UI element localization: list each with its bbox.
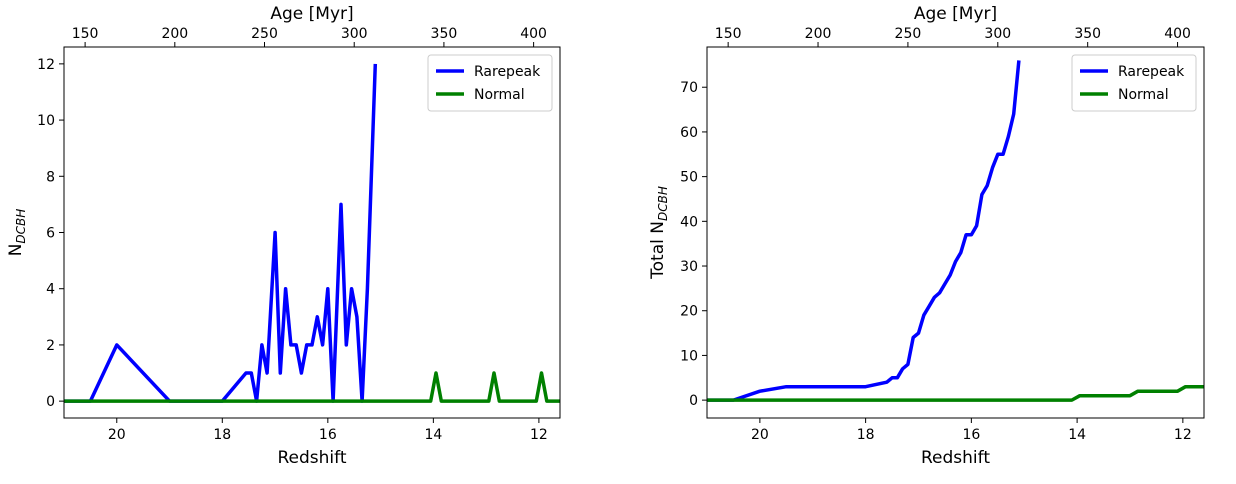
top-axis-title: Age [Myr]: [914, 4, 997, 24]
top-tick-label: 250: [251, 26, 278, 42]
legend-label-rarepeak: Rarepeak: [474, 64, 541, 80]
top-axis-title: Age [Myr]: [270, 4, 353, 24]
x-tick-label: 20: [751, 427, 769, 443]
top-tick-label: 350: [431, 26, 458, 42]
y-axis-title: NDCBH: [6, 209, 28, 257]
top-tick-label: 150: [72, 26, 99, 42]
series-line-rarepeak: [64, 63, 378, 403]
top-tick-label: 400: [1164, 26, 1191, 42]
y-tick-label: 0: [46, 394, 55, 410]
legend: Rarepeak Normal: [1071, 54, 1197, 112]
x-tick-label: 14: [424, 427, 442, 443]
top-tick-label: 200: [805, 26, 832, 42]
top-tick-label: 350: [1074, 26, 1101, 42]
y-tick-label: 0: [689, 393, 698, 409]
y-tick-label: 20: [680, 304, 698, 320]
y-axis-title-subscript: DCBH: [14, 209, 28, 244]
legend-label-normal: Normal: [474, 87, 525, 103]
x-tick-label: 12: [530, 427, 548, 443]
y-tick-label: 4: [46, 282, 55, 298]
legend-label-rarepeak: Rarepeak: [1118, 64, 1185, 80]
legend-box: [1071, 54, 1197, 112]
y-axis-title: Total NDCBH: [648, 186, 670, 280]
plot-frame: [706, 46, 1205, 419]
legend: Rarepeak Normal: [427, 54, 553, 112]
top-tick-label: 250: [895, 26, 922, 42]
y-tick-label: 2: [46, 338, 55, 354]
y-axis-title-main: N: [6, 244, 26, 257]
x-tick-label: 14: [1068, 427, 1086, 443]
series-line-normal: [64, 371, 560, 403]
y-tick-label: 12: [37, 57, 55, 73]
y-tick-label: 50: [680, 170, 698, 186]
y-tick-label: 6: [46, 226, 55, 242]
top-tick-label: 300: [341, 26, 368, 42]
top-tick-label: 200: [161, 26, 188, 42]
y-tick-label: 60: [680, 125, 698, 141]
x-tick-label: 18: [857, 427, 875, 443]
y-tick-label: 8: [46, 169, 55, 185]
series-line-normal: [707, 384, 1204, 402]
x-tick-label: 16: [319, 427, 337, 443]
x-tick-label: 18: [213, 427, 231, 443]
y-tick-label: 10: [37, 113, 55, 129]
y-axis-title-subscript: DCBH: [656, 186, 670, 221]
y-axis-title-main: Total N: [648, 221, 668, 280]
legend-label-normal: Normal: [1118, 87, 1169, 103]
y-tick-label: 70: [680, 80, 698, 96]
top-tick-label: 300: [984, 26, 1011, 42]
chart-panel-2: 20 18 16 14 12 0 10 20 30 40 50 60 70 150 200 250 300 350…: [648, 4, 1205, 468]
x-axis-title: Redshift: [277, 448, 346, 468]
y-tick-label: 40: [680, 214, 698, 230]
y-tick-label: 30: [680, 259, 698, 275]
y-tick-label: 10: [680, 348, 698, 364]
top-tick-label: 400: [520, 26, 547, 42]
x-axis-title: Redshift: [921, 448, 990, 468]
x-tick-label: 20: [108, 427, 126, 443]
x-tick-label: 16: [962, 427, 980, 443]
series-line-rarepeak: [707, 60, 1021, 402]
x-tick-label: 12: [1174, 427, 1192, 443]
chart-panel-1: 20 18 16 14 12 0 2 4 6 8 10 12 150 200 250 300 350 400 Age…: [6, 4, 561, 468]
legend-box: [427, 54, 553, 112]
top-tick-label: 150: [715, 26, 742, 42]
